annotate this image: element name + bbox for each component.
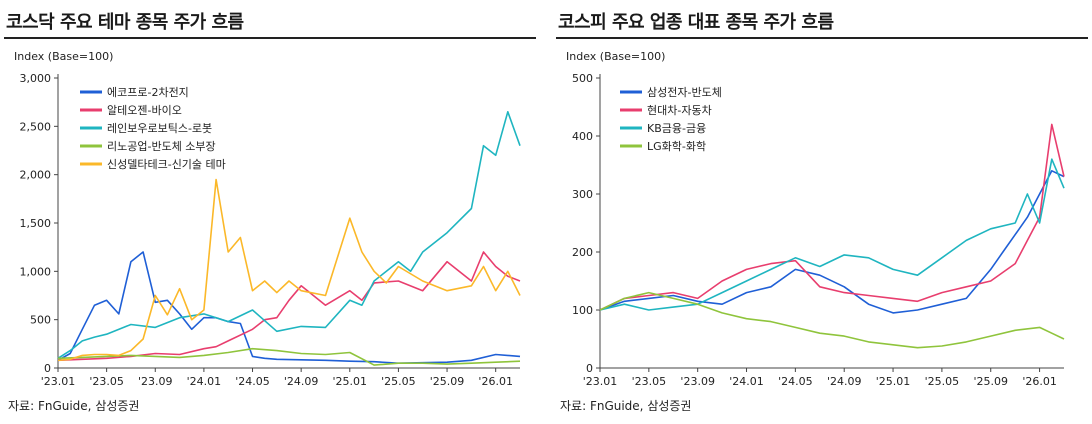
- legend-entry: 리노공업-반도체 소부장: [107, 140, 216, 153]
- x-tick-label: '23.01: [41, 375, 76, 388]
- legend-entry: KB금융-금융: [647, 122, 706, 135]
- x-tick-label: '25.05: [381, 375, 416, 388]
- x-tick-label: '26.01: [1022, 375, 1057, 388]
- series-line: [599, 170, 1065, 314]
- x-tick-label: '24.01: [187, 375, 222, 388]
- series-line: [599, 291, 1065, 349]
- y-tick-label: 100: [572, 304, 593, 317]
- y-axis-unit-label: Index (Base=100): [14, 50, 114, 63]
- legend-entry: 에코프로-2차전지: [107, 86, 189, 99]
- chart-title: 코스닥 주요 테마 종목 주가 흐름: [6, 12, 244, 33]
- y-tick-label: 1,000: [20, 265, 52, 278]
- series-line: [57, 251, 521, 365]
- title-divider: [4, 37, 536, 39]
- line-chart-kospi: 0 100 200 300 400 500 '23.01 '23.05 '23.09 '24.01…: [572, 72, 1065, 388]
- x-tick-label: '24.09: [284, 375, 319, 388]
- y-tick-label: 500: [572, 72, 593, 85]
- series-line: [57, 347, 521, 366]
- x-tick-label: '25.09: [430, 375, 465, 388]
- x-tick-label: '23.09: [680, 375, 715, 388]
- legend-entry: LG화학-화학: [647, 140, 706, 153]
- x-tick-label: '24.05: [778, 375, 813, 388]
- x-tick-label: '23.09: [138, 375, 173, 388]
- x-tick-label: '25.01: [333, 375, 368, 388]
- y-tick-label: 400: [572, 130, 593, 143]
- source-note: 자료: FnGuide, 삼성증권: [560, 399, 692, 413]
- chart-panel-kospi: 코스피 주요 업종 대표 종목 주가 흐름 Index (Base=100) 0…: [552, 0, 1092, 424]
- legend-entry: 알테오젠-바이오: [107, 103, 182, 117]
- y-tick-label: 2,500: [20, 120, 52, 133]
- series-line: [599, 158, 1065, 311]
- y-tick-label: 200: [572, 246, 593, 259]
- y-tick-label: 500: [30, 314, 51, 327]
- legend-entry: 현대차-자동차: [647, 104, 712, 117]
- line-chart-kosdaq: 0 500 1,000 1,500 2,000 2,500 3,000 '23.01 '23.0…: [20, 72, 521, 388]
- y-tick-label: 1,500: [20, 217, 52, 230]
- legend-entry: 레인보우로보틱스-로봇: [107, 122, 212, 135]
- series-line: [599, 123, 1065, 311]
- y-tick-label: 0: [586, 362, 593, 375]
- source-note: 자료: FnGuide, 삼성증권: [8, 399, 140, 413]
- series-line: [57, 178, 521, 362]
- x-tick-label: '25.01: [876, 375, 911, 388]
- x-tick-label: '25.09: [973, 375, 1008, 388]
- series-line: [57, 111, 521, 359]
- chart-title: 코스피 주요 업종 대표 종목 주가 흐름: [558, 12, 834, 33]
- y-tick-label: 0: [44, 362, 51, 375]
- x-tick-label: '24.09: [827, 375, 862, 388]
- y-tick-label: 3,000: [20, 72, 52, 85]
- x-tick-label: '26.01: [478, 375, 513, 388]
- y-tick-label: 2,000: [20, 169, 52, 182]
- x-tick-label: '24.01: [729, 375, 764, 388]
- y-tick-label: 300: [572, 188, 593, 201]
- x-tick-label: '25.05: [925, 375, 960, 388]
- x-tick-label: '23.05: [632, 375, 667, 388]
- x-tick-label: '23.01: [583, 375, 618, 388]
- x-tick-label: '24.05: [235, 375, 270, 388]
- legend-entry: 신성델타테크-신기술 테마: [107, 158, 226, 171]
- title-divider: [556, 37, 1088, 39]
- series-line: [57, 251, 521, 362]
- chart-panel-kosdaq: 코스닥 주요 테마 종목 주가 흐름 Index (Base=100) 0 500…: [0, 0, 540, 424]
- y-axis-unit-label: Index (Base=100): [566, 50, 666, 63]
- legend-entry: 삼성전자-반도체: [647, 86, 722, 99]
- x-tick-label: '23.05: [89, 375, 124, 388]
